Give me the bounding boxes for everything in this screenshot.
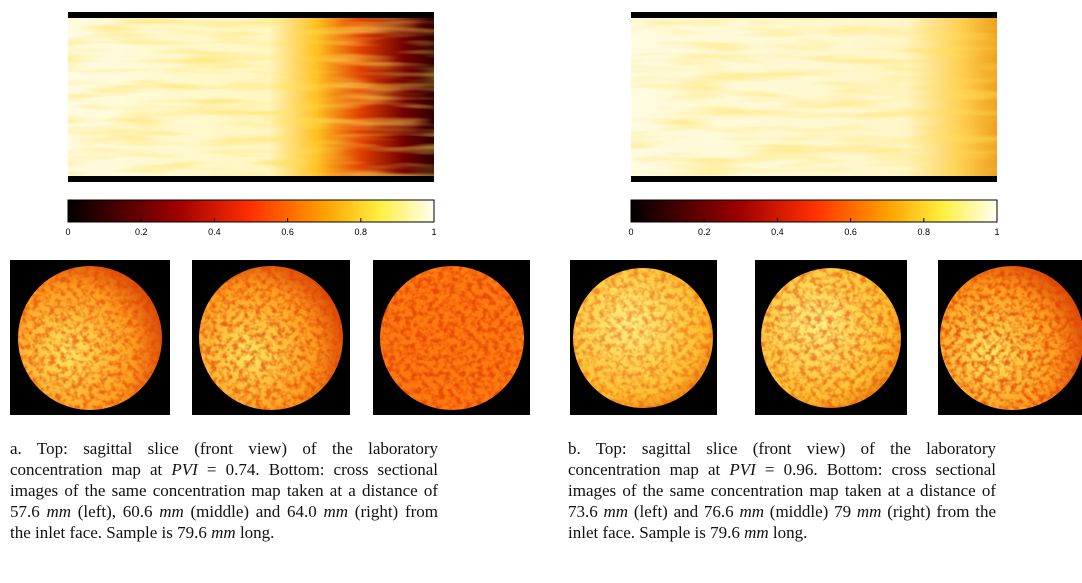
tick-label: 0.8 <box>355 227 368 237</box>
tick-label: 1 <box>431 227 436 237</box>
caption-math: PVI <box>171 460 198 479</box>
caption-text: long. <box>768 523 808 542</box>
tick-label: 0.2 <box>698 227 711 237</box>
caption-text: b. Top: sagittal slice (front view) of t… <box>568 439 996 479</box>
caption-math: mm <box>744 523 769 542</box>
sagittal-slice <box>68 12 434 182</box>
tick-label: 0.4 <box>771 227 784 237</box>
caption: a. Top: sagittal slice (front view) of t… <box>10 438 438 543</box>
caption-math: mm <box>159 502 184 521</box>
caption-text: (middle) 79 <box>764 502 857 521</box>
caption-text: (left) and 76.6 <box>628 502 740 521</box>
caption-math: mm <box>739 502 765 521</box>
caption-text: = 0.96. Bottom: cross sectional images o… <box>568 460 996 521</box>
caption-math: mm <box>603 502 629 521</box>
caption: b. Top: sagittal slice (front view) of t… <box>568 438 996 543</box>
colorbar: 0 0.2 0.4 0.6 0.8 1 <box>628 199 1000 237</box>
tick-label: 0 <box>65 227 70 237</box>
caption-text: long. <box>235 523 275 542</box>
tick-label: 1 <box>994 227 999 237</box>
caption-text: (right) from the inlet face. Sample is 7… <box>568 502 996 542</box>
caption-math: mm <box>323 502 349 521</box>
caption-text: (right) from the inlet face. Sample is 7… <box>10 502 438 542</box>
tick-label: 0.8 <box>918 227 931 237</box>
tick-label: 0 <box>628 227 633 237</box>
caption-text: (middle) and 64.0 <box>183 502 324 521</box>
caption-text: = 0.74. Bottom: cross sectional images o… <box>10 460 438 521</box>
caption-text: (left), 60.6 <box>71 502 160 521</box>
tick-label: 0.2 <box>135 227 148 237</box>
caption-math: mm <box>46 502 72 521</box>
tick-label: 0.6 <box>844 227 857 237</box>
caption-text: a. Top: sagittal slice (front view) of t… <box>10 439 438 479</box>
tick-label: 0.6 <box>281 227 294 237</box>
tick-label: 0.4 <box>208 227 221 237</box>
caption-math: mm <box>211 523 236 542</box>
colorbar: 0 0.2 0.4 0.6 0.8 1 <box>65 199 437 237</box>
sagittal-slice <box>631 12 997 182</box>
cross-sections <box>10 260 1082 415</box>
caption-math: mm <box>856 502 882 521</box>
caption-math: PVI <box>729 460 756 479</box>
